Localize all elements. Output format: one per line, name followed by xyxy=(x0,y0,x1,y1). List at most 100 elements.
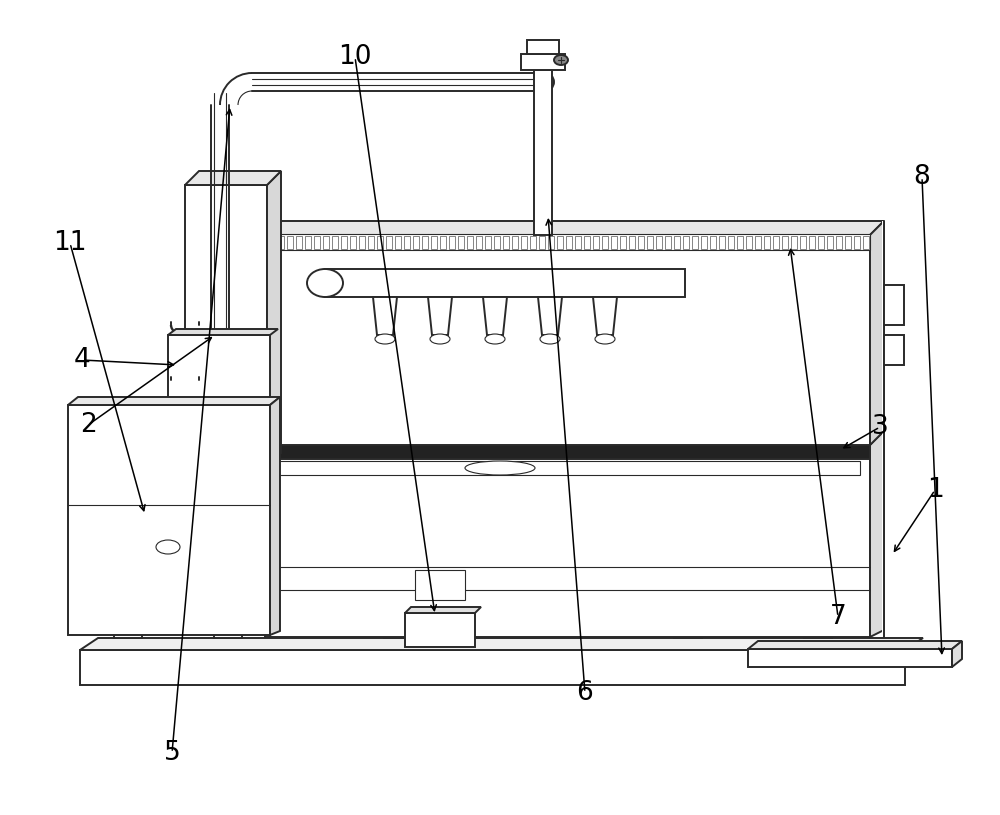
Bar xyxy=(566,236,572,249)
Bar xyxy=(209,584,247,592)
Polygon shape xyxy=(185,171,281,185)
Bar xyxy=(415,570,465,600)
Text: 10: 10 xyxy=(338,44,372,70)
Bar xyxy=(287,236,293,249)
Ellipse shape xyxy=(109,589,147,603)
Ellipse shape xyxy=(536,73,554,91)
Ellipse shape xyxy=(506,579,544,589)
Bar xyxy=(521,54,565,70)
Bar xyxy=(185,185,267,460)
Bar xyxy=(422,236,428,249)
Bar xyxy=(449,236,455,249)
Text: 3: 3 xyxy=(872,414,888,440)
Polygon shape xyxy=(538,297,562,335)
Polygon shape xyxy=(804,588,838,592)
Bar xyxy=(386,236,392,249)
Ellipse shape xyxy=(465,461,535,475)
Bar xyxy=(214,592,242,638)
Bar xyxy=(530,236,536,249)
Bar xyxy=(341,236,347,249)
Bar xyxy=(325,269,685,297)
Bar xyxy=(534,70,552,235)
Bar xyxy=(575,236,581,249)
Bar xyxy=(350,236,356,249)
Ellipse shape xyxy=(669,589,707,603)
Bar xyxy=(836,236,842,249)
Bar xyxy=(737,236,743,249)
Bar xyxy=(692,236,698,249)
Bar xyxy=(728,236,734,249)
Bar xyxy=(265,235,870,445)
Text: 4: 4 xyxy=(74,347,90,373)
Bar xyxy=(804,592,832,638)
Text: 6: 6 xyxy=(577,680,593,706)
Bar xyxy=(629,236,635,249)
Bar xyxy=(265,445,870,459)
Bar xyxy=(377,236,383,249)
Bar xyxy=(773,236,779,249)
Bar xyxy=(503,236,509,249)
Ellipse shape xyxy=(375,334,395,344)
Bar xyxy=(458,236,464,249)
Text: 7: 7 xyxy=(830,604,846,630)
Text: 8: 8 xyxy=(914,164,930,190)
Ellipse shape xyxy=(799,589,837,603)
Bar xyxy=(275,461,860,475)
Polygon shape xyxy=(265,431,884,445)
Polygon shape xyxy=(593,297,617,335)
Ellipse shape xyxy=(485,334,505,344)
Bar xyxy=(782,236,788,249)
Polygon shape xyxy=(265,221,884,235)
Bar xyxy=(818,236,824,249)
Text: 2: 2 xyxy=(80,412,96,438)
Polygon shape xyxy=(267,171,281,460)
Bar xyxy=(494,236,500,249)
Bar xyxy=(511,592,539,638)
Bar xyxy=(755,236,761,249)
Bar xyxy=(168,335,270,415)
Ellipse shape xyxy=(307,269,343,297)
Bar xyxy=(719,236,725,249)
Bar xyxy=(882,221,884,637)
Bar xyxy=(440,236,446,249)
Bar xyxy=(764,236,770,249)
Polygon shape xyxy=(674,588,708,592)
Text: 1: 1 xyxy=(927,477,943,503)
Bar xyxy=(827,236,833,249)
Ellipse shape xyxy=(669,579,707,589)
Polygon shape xyxy=(428,297,452,335)
Ellipse shape xyxy=(540,334,560,344)
Bar xyxy=(593,236,599,249)
Bar xyxy=(638,236,644,249)
Bar xyxy=(647,236,653,249)
Bar xyxy=(521,236,527,249)
Bar xyxy=(405,613,475,647)
Bar xyxy=(791,236,797,249)
Ellipse shape xyxy=(156,540,180,554)
Bar xyxy=(863,236,869,249)
Polygon shape xyxy=(870,431,884,637)
Bar xyxy=(527,40,559,54)
Bar xyxy=(359,236,365,249)
Ellipse shape xyxy=(595,334,615,344)
Polygon shape xyxy=(114,588,148,592)
Bar xyxy=(476,236,482,249)
Ellipse shape xyxy=(209,579,247,589)
Bar xyxy=(710,236,716,249)
Bar xyxy=(265,445,870,637)
Bar xyxy=(109,584,147,592)
Polygon shape xyxy=(870,221,884,445)
Bar xyxy=(467,236,473,249)
Bar xyxy=(269,236,275,249)
Bar xyxy=(746,236,752,249)
Polygon shape xyxy=(80,638,923,650)
Bar xyxy=(265,234,870,250)
Bar xyxy=(506,584,544,592)
Ellipse shape xyxy=(554,55,568,65)
Bar xyxy=(611,236,617,249)
Bar xyxy=(701,236,707,249)
Ellipse shape xyxy=(109,579,147,589)
Bar xyxy=(413,236,419,249)
Bar xyxy=(305,236,311,249)
Bar xyxy=(800,236,806,249)
